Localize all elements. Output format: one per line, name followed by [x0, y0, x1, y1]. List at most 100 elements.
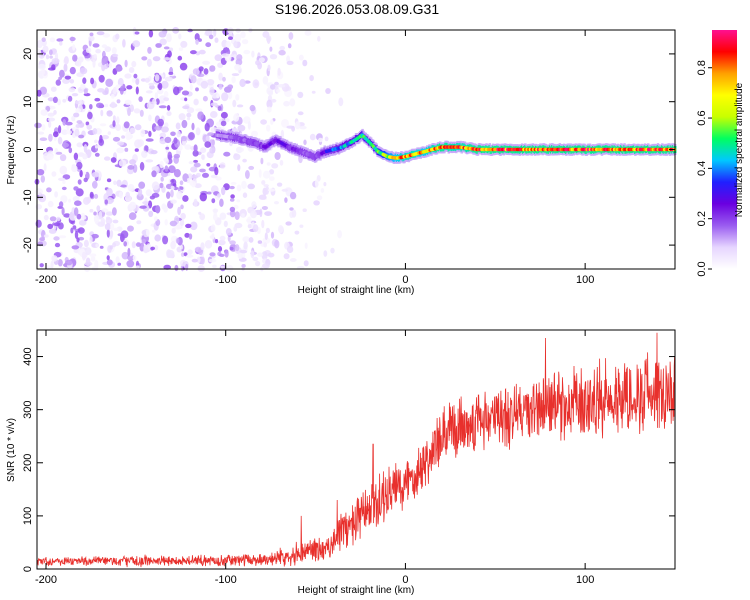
- heatmap-noise-cell: [151, 170, 156, 177]
- heatmap-noise-cell: [121, 135, 125, 139]
- heatmap-noise-cell: [72, 55, 77, 62]
- heatmap-noise-cell: [127, 107, 131, 116]
- heatmap-noise-cell: [106, 110, 112, 116]
- heatmap-noise-cell: [302, 60, 307, 67]
- heatmap-noise-cell: [147, 47, 152, 54]
- heatmap-noise-cell: [185, 264, 188, 271]
- heatmap-noise-cell: [50, 37, 55, 42]
- heatmap-noise-cell: [138, 188, 142, 196]
- heatmap-noise-cell: [276, 89, 280, 93]
- heatmap-noise-cell: [41, 175, 45, 182]
- heatmap-noise-cell: [204, 68, 209, 75]
- snr-y-tick-label: 200: [22, 454, 34, 472]
- heatmap-noise-cell: [176, 238, 179, 244]
- heatmap-noise-cell: [69, 147, 73, 153]
- snr-series-line: [37, 333, 675, 567]
- heatmap-noise-cell: [127, 226, 134, 232]
- heatmap-noise-cell: [180, 187, 184, 190]
- heatmap-noise-cell: [86, 48, 91, 53]
- heatmap-noise-cell: [59, 70, 65, 78]
- heatmap-noise-cell: [108, 131, 111, 135]
- heatmap-noise-cell: [216, 93, 220, 98]
- heatmap-noise-cell: [209, 252, 215, 256]
- heatmap-noise-cell: [248, 224, 252, 229]
- heatmap-noise-cell: [106, 217, 110, 220]
- heatmap-noise-cell: [278, 225, 283, 233]
- heatmap-noise-cell: [56, 79, 61, 85]
- heatmap-noise-cell: [164, 158, 169, 162]
- heatmap-noise-cell: [113, 87, 117, 94]
- colorbar-tick-label: 0.4: [696, 161, 708, 176]
- heatmap-noise-cell: [125, 60, 128, 67]
- heatmap-noise-cell: [89, 253, 96, 257]
- spectrogram-y-tick-label: 20: [22, 48, 34, 60]
- heatmap-noise-cell: [299, 55, 304, 61]
- heatmap-noise-cell: [124, 73, 131, 78]
- heatmap-noise-cell: [211, 224, 216, 231]
- heatmap-noise-cell: [48, 134, 53, 142]
- heatmap-noise-cell: [60, 166, 68, 175]
- heatmap-noise-cell: [237, 104, 243, 107]
- heatmap-noise-cell: [44, 215, 49, 220]
- heatmap-noise-cell: [127, 248, 130, 257]
- heatmap-noise-cell: [219, 199, 224, 207]
- heatmap-noise-cell: [105, 79, 113, 87]
- heatmap-noise-cell: [116, 148, 124, 154]
- heatmap-noise-cell: [44, 163, 47, 171]
- heatmap-noise-cell: [263, 171, 271, 179]
- heatmap-noise-cell: [168, 72, 173, 75]
- heatmap-noise-cell: [147, 102, 155, 110]
- heatmap-noise-cell: [163, 205, 168, 213]
- heatmap-noise-cell: [94, 54, 98, 59]
- heatmap-noise-cell: [125, 100, 132, 106]
- heatmap-noise-cell: [72, 245, 80, 249]
- heatmap-noise-cell: [115, 124, 121, 131]
- heatmap-noise-cell: [94, 215, 100, 224]
- heatmap-noise-cell: [48, 118, 55, 122]
- heatmap-noise-cell: [84, 144, 88, 153]
- heatmap-noise-cell: [268, 188, 275, 191]
- heatmap-noise-cell: [46, 55, 49, 60]
- heatmap-noise-cell: [95, 49, 101, 53]
- heatmap-noise-cell: [89, 236, 92, 244]
- heatmap-noise-cell: [86, 197, 91, 204]
- heatmap-noise-cell: [55, 243, 60, 247]
- heatmap-noise-cell: [323, 182, 326, 186]
- heatmap-noise-cell: [52, 58, 60, 64]
- heatmap-noise-cell: [105, 104, 108, 108]
- heatmap-noise-cell: [166, 192, 170, 199]
- heatmap-noise-cell: [227, 84, 233, 89]
- heatmap-noise-cell: [182, 195, 188, 202]
- heatmap-noise-cell: [205, 240, 212, 249]
- heatmap-noise-cell: [337, 230, 342, 238]
- heatmap-noise-cell: [78, 179, 82, 184]
- heatmap-noise-cell: [253, 79, 260, 88]
- heatmap-noise-cell: [193, 68, 199, 75]
- heatmap-noise-cell: [271, 163, 278, 168]
- heatmap-noise-cell: [40, 137, 48, 141]
- heatmap-noise-cell: [262, 31, 269, 38]
- heatmap-noise-cell: [221, 92, 228, 101]
- heatmap-noise-cell: [56, 217, 60, 221]
- heatmap-noise-cell: [190, 167, 197, 173]
- heatmap-noise-cell: [54, 191, 58, 197]
- heatmap-noise-cell: [195, 87, 199, 91]
- heatmap-noise-cell: [165, 147, 169, 150]
- heatmap-noise-cell: [204, 141, 211, 148]
- spectrogram-y-tick-label: 0: [22, 146, 34, 152]
- heatmap-noise-cell: [235, 211, 240, 220]
- heatmap-noise-cell: [126, 260, 134, 267]
- heatmap-noise-cell: [46, 187, 52, 192]
- heatmap-noise-cell: [97, 31, 105, 35]
- heatmap-noise-cell: [143, 245, 148, 254]
- heatmap-noise-cell: [182, 105, 189, 109]
- heatmap-noise-cell: [141, 151, 147, 158]
- heatmap-noise-cell: [229, 186, 234, 189]
- heatmap-noise-cell: [155, 205, 160, 213]
- heatmap-noise-cell: [99, 75, 105, 83]
- heatmap-noise-cell: [70, 67, 76, 74]
- heatmap-noise-cell: [180, 41, 187, 48]
- heatmap-noise-cell: [263, 76, 269, 85]
- heatmap-noise-cell: [117, 180, 122, 187]
- heatmap-noise-cell: [155, 92, 158, 99]
